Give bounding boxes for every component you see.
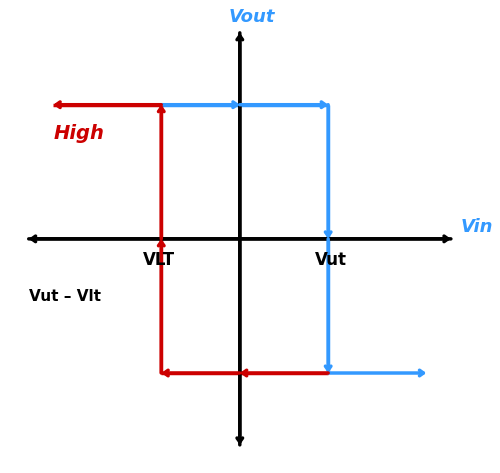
Text: VLT: VLT	[142, 251, 175, 269]
Text: Vout: Vout	[229, 8, 276, 26]
Text: Vut: Vut	[314, 251, 346, 269]
Text: Vin: Vin	[460, 218, 493, 236]
Text: Vut – Vlt: Vut – Vlt	[28, 289, 101, 304]
Text: High: High	[54, 124, 104, 143]
